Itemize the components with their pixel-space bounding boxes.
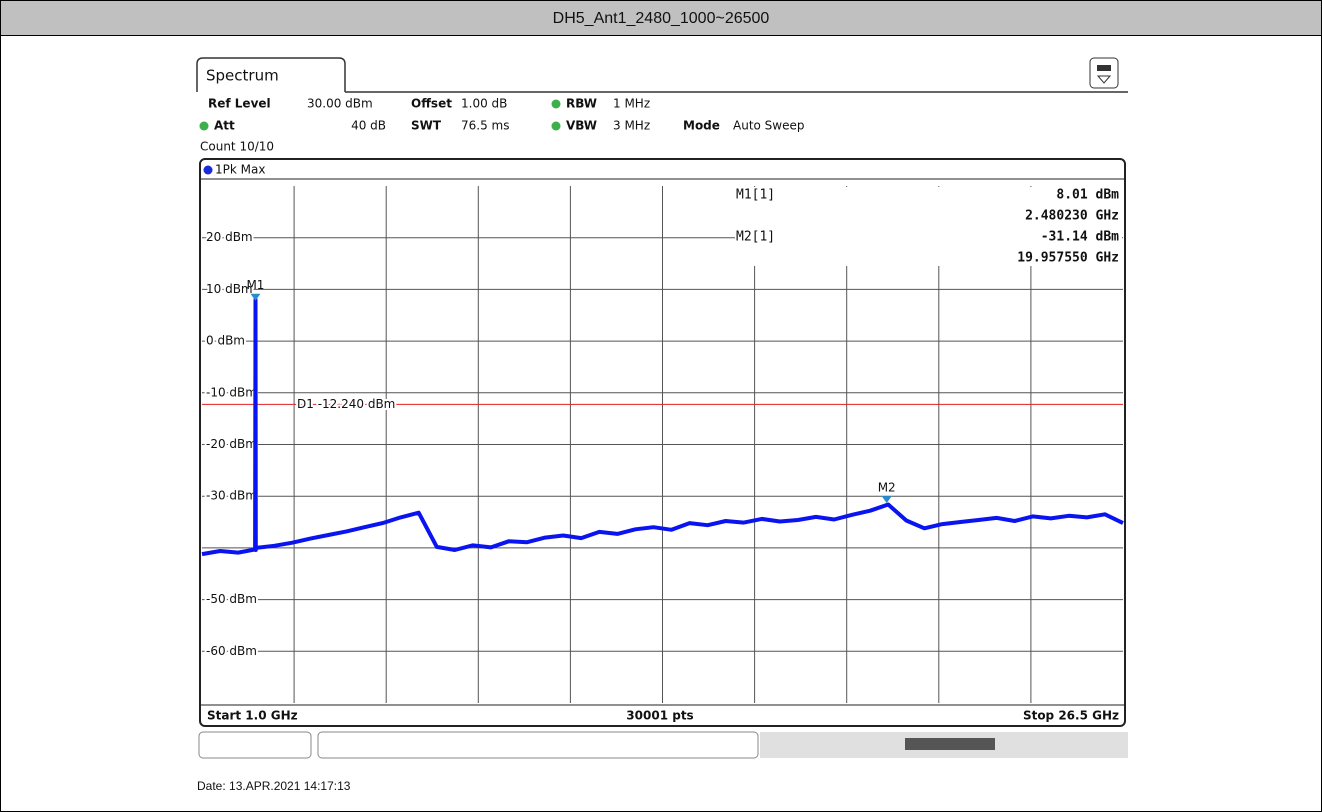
setting-key: Att (214, 119, 235, 133)
chart-title: DH5_Ant1_2480_1000~26500 (553, 10, 770, 27)
progress (905, 738, 995, 750)
setting-value: 40 dB (351, 119, 386, 133)
setting-value: 3 MHz (613, 119, 650, 133)
y-tick-label: -60 dBm (206, 644, 257, 658)
marker-label: M1 (246, 278, 264, 292)
setting-key: VBW (566, 119, 597, 133)
status-dot (199, 121, 209, 131)
marker-name: M1[1] (736, 188, 775, 203)
setting-key: Offset (411, 97, 452, 111)
marker (881, 496, 892, 504)
y-tick-label: -10 dBm (206, 385, 257, 399)
count: Count 10/10 (200, 140, 274, 154)
points-label: 30001 pts (626, 709, 693, 723)
status-box (317, 731, 759, 759)
display-line-label: D1 -12.240 dBm (297, 397, 395, 411)
y-tick-label: -20 dBm (206, 437, 257, 451)
marker-table-bg (735, 187, 1122, 266)
trace-dot (203, 165, 213, 175)
marker-value: 8.01 dBm (1056, 188, 1119, 203)
status-dot (551, 121, 561, 131)
date: Date: 13.APR.2021 14:17:13 (197, 779, 351, 793)
setting-key: Mode (683, 119, 720, 133)
start-label: Start 1.0 GHz (207, 709, 298, 723)
status-box (198, 731, 312, 759)
marker (250, 293, 261, 301)
status-dot (551, 99, 561, 109)
icon-glyph (1097, 65, 1111, 71)
setting-key: RBW (566, 97, 597, 111)
y-tick-label: 20 dBm (206, 230, 253, 244)
setting-key: Ref Level (208, 97, 271, 111)
trace (201, 297, 1124, 557)
marker-frequency: 2.480230 GHz (1025, 209, 1119, 224)
marker-value: -31.14 dBm (1041, 230, 1119, 245)
setting-value: Auto Sweep (733, 119, 805, 133)
y-tick-label: -30 dBm (206, 489, 257, 503)
setting-value: 30.00 dBm (307, 97, 373, 111)
y-tick-label: 10 dBm (206, 282, 253, 296)
title-bar (0, 0, 1322, 36)
marker-frequency: 19.957550 GHz (1017, 251, 1119, 266)
icon-glyph (1096, 75, 1112, 84)
setting-key: SWT (411, 119, 442, 133)
y-tick-label: 0 dBm (206, 334, 245, 348)
trace-label: 1Pk Max (215, 163, 265, 177)
y-tick-label: -50 dBm (206, 592, 257, 606)
marker-name: M2[1] (736, 230, 775, 245)
setting-value: 1 MHz (613, 97, 650, 111)
tab (196, 57, 346, 92)
setting-value: 1.00 dB (461, 97, 507, 111)
stop-label: Stop 26.5 GHz (1023, 709, 1119, 723)
setting-value: 76.5 ms (461, 119, 509, 133)
tab-label: Spectrum (206, 67, 279, 85)
marker-label: M2 (878, 481, 896, 495)
